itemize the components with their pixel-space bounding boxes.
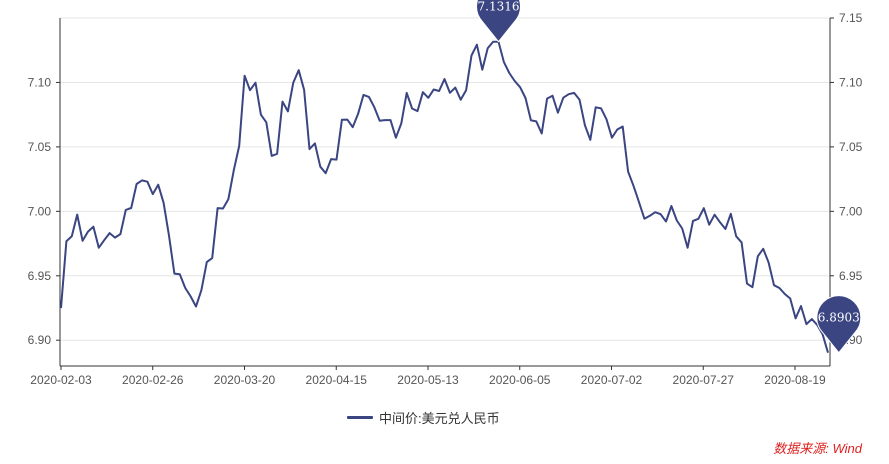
y-tick-label-left: 6.95 bbox=[28, 269, 52, 283]
x-tick-label: 2020-07-02 bbox=[581, 373, 643, 387]
y-tick-label-right: 6.95 bbox=[839, 269, 863, 283]
marker-pin-shape bbox=[816, 295, 862, 354]
y-tick-label-left: 6.90 bbox=[28, 333, 52, 347]
marker-label: 6.8903 bbox=[818, 311, 860, 325]
marker-pin-shape bbox=[476, 0, 521, 43]
x-tick-label: 2020-08-19 bbox=[764, 373, 826, 387]
legend-line-swatch bbox=[347, 416, 373, 419]
marker-label: 7.1316 bbox=[478, 0, 520, 14]
source-note: 数据来源: Wind bbox=[773, 441, 862, 456]
series-line-usd-cny bbox=[60, 40, 829, 353]
x-tick-label: 2020-07-27 bbox=[673, 373, 735, 387]
line-chart: 6.906.957.007.057.106.906.957.007.057.10… bbox=[28, 0, 863, 387]
y-tick-label-right: 7.10 bbox=[839, 75, 863, 89]
y-tick-label-right: 7.00 bbox=[839, 204, 863, 218]
x-tick-label: 2020-02-03 bbox=[30, 373, 92, 387]
marker-pin: 6.8903 bbox=[816, 295, 862, 354]
legend[interactable]: 中间价:美元兑人民币 bbox=[347, 408, 500, 427]
gridlines bbox=[60, 17, 830, 341]
marker-pin: 7.1316 bbox=[476, 0, 521, 43]
y-tick-label-left: 7.10 bbox=[28, 75, 52, 89]
series-layer bbox=[60, 40, 829, 353]
tick-labels: 6.906.957.007.057.106.906.957.007.057.10… bbox=[28, 11, 863, 387]
x-tick-label: 2020-06-05 bbox=[489, 373, 551, 387]
x-tick-label: 2020-02-26 bbox=[122, 373, 184, 387]
x-tick-label: 2020-04-15 bbox=[306, 373, 368, 387]
y-tick-label-left: 7.05 bbox=[28, 140, 52, 154]
x-tick-label: 2020-05-13 bbox=[397, 373, 459, 387]
legend-label: 中间价:美元兑人民币 bbox=[379, 411, 500, 426]
y-tick-label-left: 7.00 bbox=[28, 204, 52, 218]
y-tick-label-right: 7.15 bbox=[839, 11, 863, 25]
y-tick-label-right: 7.05 bbox=[839, 140, 863, 154]
markers: 7.1316 6.8903 bbox=[476, 0, 862, 354]
x-tick-label: 2020-03-20 bbox=[214, 373, 276, 387]
axes bbox=[56, 17, 834, 370]
